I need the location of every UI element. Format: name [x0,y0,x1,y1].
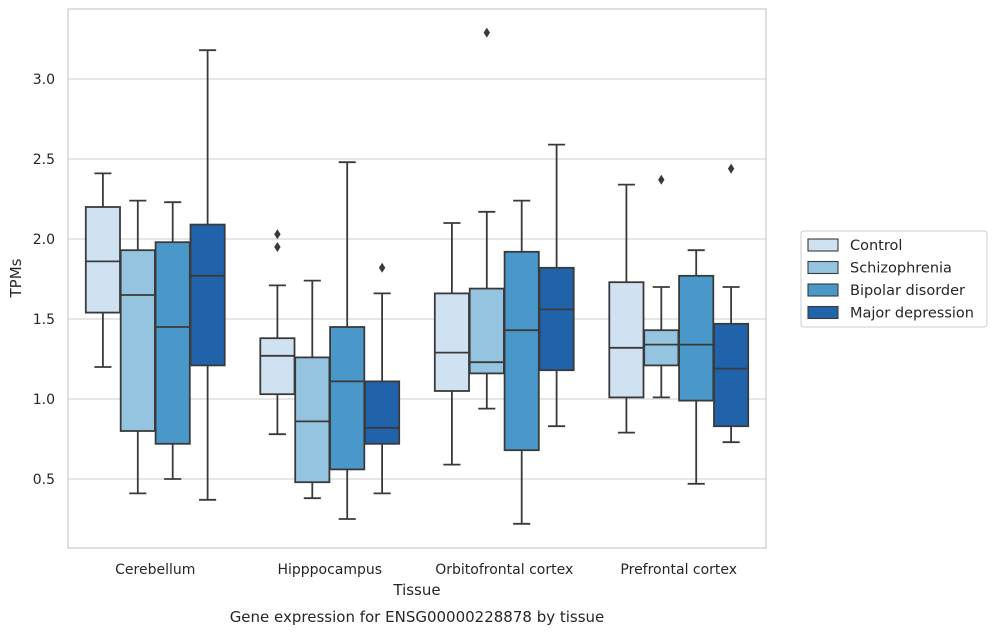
legend-swatch [807,260,839,275]
box-series-group [84,27,750,525]
outlier-point [658,174,665,185]
legend-label: Schizophrenia [850,261,952,277]
box-iqr [329,326,366,471]
box-iqr [189,223,226,367]
x-tick-label: Orbitofrontal cortex [435,562,573,578]
box-iqr [154,241,191,445]
box-orbitofrontal-cortex [538,143,575,428]
x-tick-label: Hipppocampus [277,562,382,578]
box-iqr [84,206,121,314]
box-prefrontal-cortex [713,163,750,444]
x-tick-label: Prefrontal cortex [620,562,737,578]
box-prefrontal-cortex [608,183,645,434]
legend-frame [800,230,988,328]
chart-caption: Gene expression for ENSG00000228878 by t… [230,608,605,626]
legend-item: Schizophrenia [807,260,952,277]
y-tick-label: 1.0 [33,392,55,408]
box-cerebellum [84,172,121,368]
legend-swatch [807,305,839,320]
legend-item: Control [807,238,902,254]
legend-label: Major depression [850,306,974,322]
legend-swatch [807,238,839,252]
legend-item: Bipolar disorder [807,283,965,299]
y-tick-label: 2.0 [33,232,55,248]
legend-label: Bipolar disorder [850,283,965,299]
box-orbitofrontal-cortex [433,222,470,466]
box-iqr [259,337,296,396]
box-iqr [678,274,715,402]
box-iqr [713,322,750,428]
box-orbitofrontal-cortex [468,27,505,410]
x-tick-label: Cerebellum [115,562,195,578]
series-major-depression [189,49,750,501]
outlier-point [274,229,281,240]
box-hipppocampus [364,262,401,495]
box-iqr [503,250,540,452]
outlier-point [727,163,735,174]
box-prefrontal-cortex [643,174,680,399]
y-axis-label: TPMs [7,258,25,298]
box-iqr [468,287,505,375]
box-prefrontal-cortex [678,249,715,485]
y-tick-label: 2.5 [33,152,55,168]
x-axis-ticks: Cerebellum Hipppocampus Orbitofrontal cort… [115,562,737,578]
y-tick-label: 3.0 [33,72,55,88]
box-iqr [294,356,331,484]
plot-area-frame [67,8,767,549]
box-hipppocampus [329,161,366,520]
outlier-point [274,242,281,252]
outlier-point [483,27,490,38]
box-iqr [364,380,401,445]
outlier-point [378,262,386,273]
box-iqr [608,281,645,399]
box-hipppocampus [294,279,331,500]
box-iqr [538,266,575,372]
series-control [84,172,645,466]
box-hipppocampus [259,229,296,436]
y-tick-label: 0.5 [33,472,55,488]
legend-item: Major depression [807,305,974,322]
legend-label: Control [850,238,902,254]
legend: Control Schizophrenia Bipolar disorder Majo… [800,230,988,328]
x-axis-label: Tissue [392,581,440,599]
box-iqr [643,329,680,367]
series-schizophrenia [119,27,680,500]
legend-swatch [807,283,839,297]
box-orbitofrontal-cortex [503,199,540,525]
box-cerebellum [189,49,226,501]
y-axis-ticks: 0.5 1.0 1.5 2.0 2.5 3.0 [33,72,55,488]
box-iqr [433,292,470,392]
box-iqr [119,249,156,432]
y-tick-label: 1.5 [33,312,55,328]
box-cerebellum [119,199,156,495]
box-cerebellum [154,201,191,480]
